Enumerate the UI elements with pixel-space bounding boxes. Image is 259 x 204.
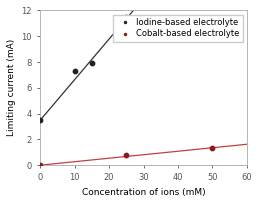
Point [124, 15, 128, 19]
Point [38, 164, 42, 167]
Point [73, 69, 77, 73]
Point [210, 146, 214, 149]
Y-axis label: Limiting current (mA): Limiting current (mA) [7, 39, 16, 136]
Legend: Iodine-based electrolyte, Cobalt-based electrolyte: Iodine-based electrolyte, Cobalt-based e… [113, 15, 243, 42]
Point [124, 153, 128, 156]
Point [90, 62, 94, 65]
X-axis label: Concentration of ions (mM): Concentration of ions (mM) [82, 188, 205, 197]
Point [38, 118, 42, 122]
